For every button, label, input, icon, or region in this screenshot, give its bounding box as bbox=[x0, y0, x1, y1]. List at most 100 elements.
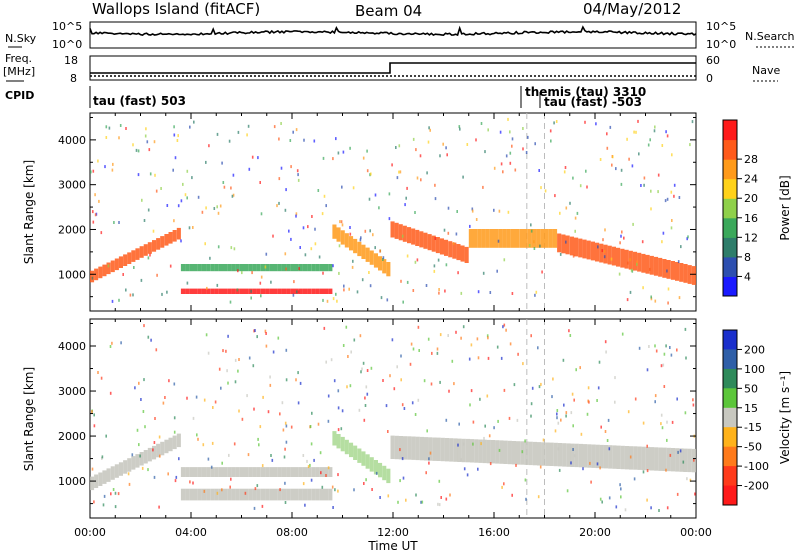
echo-band-segment bbox=[319, 288, 324, 294]
echo-speckle bbox=[667, 287, 670, 291]
echo-speckle bbox=[173, 416, 176, 420]
echo-speckle bbox=[627, 410, 630, 414]
echo-speckle bbox=[438, 288, 440, 291]
echo-speckle bbox=[678, 196, 681, 199]
echo-speckle bbox=[629, 290, 632, 294]
echo-speckle bbox=[557, 447, 560, 451]
power-y-axis-label: Slant Range [km] bbox=[22, 160, 36, 264]
echo-speckle bbox=[353, 488, 355, 492]
echo-speckle bbox=[337, 473, 339, 477]
echo-speckle bbox=[351, 265, 354, 269]
echo-speckle bbox=[149, 172, 152, 176]
echo-speckle bbox=[627, 261, 629, 265]
freq-unit-label: [MHz] bbox=[3, 65, 35, 78]
echo-speckle bbox=[174, 156, 177, 160]
echo-speckle bbox=[462, 442, 465, 446]
echo-speckle bbox=[285, 378, 288, 382]
echo-band-segment bbox=[319, 264, 324, 272]
echo-speckle bbox=[462, 175, 464, 179]
echo-speckle bbox=[219, 204, 222, 208]
echo-speckle bbox=[571, 392, 574, 396]
beam-title: Beam 04 bbox=[355, 2, 422, 20]
echo-speckle bbox=[496, 269, 498, 273]
echo-speckle bbox=[400, 279, 402, 283]
echo-band-segment bbox=[608, 445, 613, 469]
echo-speckle bbox=[502, 170, 504, 174]
echo-band-segment bbox=[378, 256, 383, 271]
echo-speckle bbox=[246, 133, 248, 137]
echo-speckle bbox=[684, 327, 687, 331]
echo-speckle bbox=[466, 473, 469, 477]
echo-speckle bbox=[601, 500, 603, 504]
echo-speckle bbox=[369, 284, 372, 288]
echo-band-segment bbox=[315, 264, 320, 272]
echo-band-segment bbox=[197, 288, 202, 294]
echo-speckle bbox=[425, 284, 428, 287]
echo-speckle bbox=[318, 255, 321, 259]
echo-band-segment bbox=[481, 229, 486, 248]
echo-band-segment bbox=[281, 488, 287, 501]
echo-speckle bbox=[662, 363, 665, 367]
echo-speckle bbox=[480, 442, 482, 446]
echo-speckle bbox=[161, 292, 163, 296]
echo-speckle bbox=[92, 220, 95, 224]
echo-speckle bbox=[398, 170, 400, 174]
echo-band-segment bbox=[603, 244, 608, 264]
echo-band-segment bbox=[277, 264, 282, 272]
echo-speckle bbox=[158, 505, 160, 509]
echo-speckle bbox=[212, 406, 214, 409]
echo-speckle bbox=[180, 239, 182, 243]
echo-speckle bbox=[154, 173, 156, 177]
echo-speckle bbox=[471, 207, 474, 211]
echo-speckle bbox=[486, 334, 489, 338]
echo-speckle bbox=[475, 218, 478, 221]
echo-speckle bbox=[342, 344, 345, 347]
echo-band-segment bbox=[123, 460, 128, 474]
echo-speckle bbox=[197, 437, 199, 441]
echo-speckle bbox=[599, 466, 601, 470]
echo-speckle bbox=[611, 155, 614, 159]
x-tick-label: 00:00 bbox=[680, 526, 712, 539]
y-tick-label: 4000 bbox=[58, 134, 86, 147]
echo-speckle bbox=[356, 290, 359, 294]
echo-band-segment bbox=[239, 288, 244, 294]
echo-speckle bbox=[493, 426, 495, 430]
echo-speckle bbox=[608, 496, 611, 500]
echo-band-segment bbox=[411, 228, 416, 245]
echo-band-segment bbox=[427, 234, 432, 251]
echo-speckle bbox=[230, 477, 232, 481]
colorbar-tick-label: 16 bbox=[744, 212, 758, 225]
echo-band-segment bbox=[516, 441, 521, 465]
echo-speckle bbox=[303, 138, 305, 142]
echo-speckle bbox=[227, 381, 229, 385]
echo-speckle bbox=[173, 382, 176, 386]
echo-band-segment bbox=[436, 437, 441, 461]
echo-speckle bbox=[233, 442, 236, 446]
echo-speckle bbox=[503, 388, 506, 392]
echo-speckle bbox=[137, 173, 140, 177]
echo-band-segment bbox=[160, 236, 165, 248]
echo-band-segment bbox=[307, 467, 312, 477]
echo-speckle bbox=[154, 417, 156, 420]
colorbar-segment bbox=[723, 349, 737, 370]
echo-band-segment bbox=[574, 443, 579, 468]
echo-speckle bbox=[445, 263, 448, 267]
echo-band-segment bbox=[662, 259, 667, 278]
echo-band-segment bbox=[691, 266, 696, 285]
echo-speckle bbox=[538, 169, 540, 172]
y-tick-label: 3000 bbox=[58, 179, 86, 192]
power-colorbar: 4 8 12 16 20 24 28 Power [dB] bbox=[722, 119, 792, 297]
echo-speckle bbox=[533, 247, 536, 250]
echo-band-segment bbox=[666, 260, 671, 279]
echo-speckle bbox=[415, 148, 417, 152]
echo-band-segment bbox=[110, 466, 115, 480]
colorbar-tick-label: 50 bbox=[744, 382, 758, 395]
nsky-trace bbox=[89, 25, 697, 37]
echo-speckle bbox=[177, 134, 179, 138]
echo-speckle bbox=[525, 497, 527, 501]
echo-band-segment bbox=[545, 442, 550, 466]
echo-band-segment bbox=[324, 467, 329, 477]
echo-speckle bbox=[379, 249, 381, 253]
power-plot-frame bbox=[89, 112, 697, 312]
echo-speckle bbox=[244, 491, 247, 495]
